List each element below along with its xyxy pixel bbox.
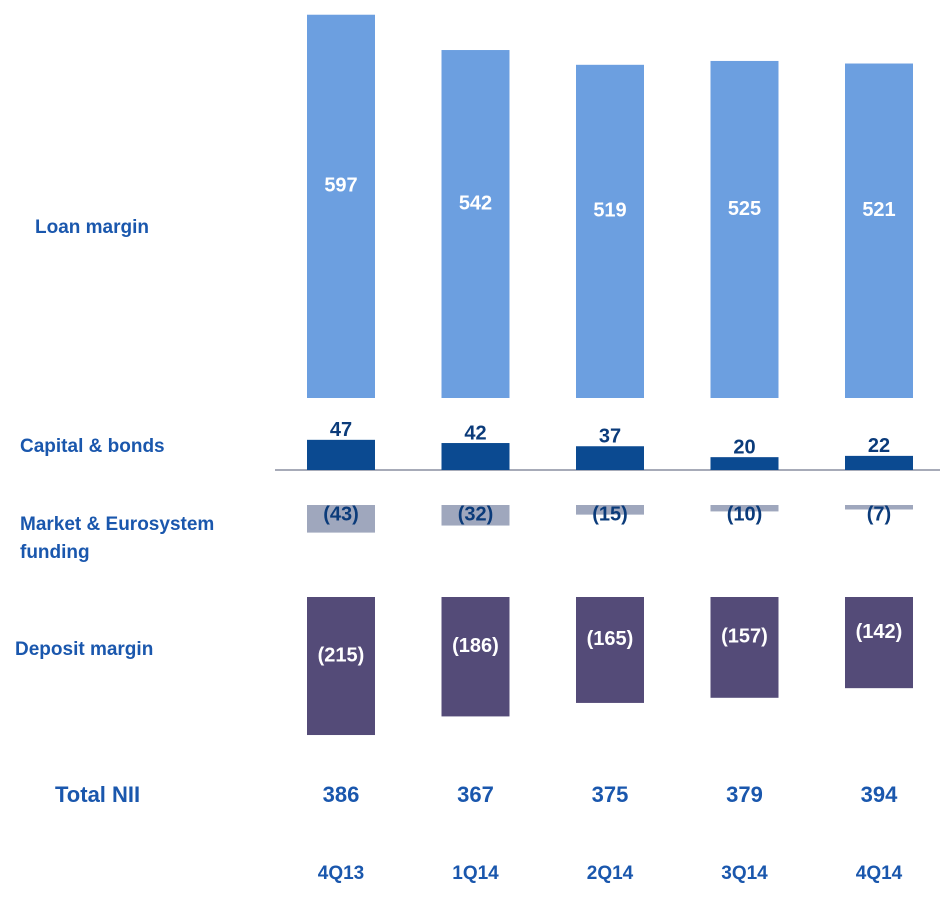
- x-tick-label: 2Q14: [587, 863, 634, 884]
- total-value: 379: [726, 782, 763, 807]
- bar: [576, 64, 644, 398]
- bar: [845, 63, 913, 398]
- value-label: 37: [599, 426, 621, 448]
- x-tick-label: 3Q14: [721, 863, 768, 884]
- x-tick-label: 4Q14: [856, 863, 903, 884]
- bar: [307, 14, 375, 398]
- total-label: Total NII: [55, 782, 140, 807]
- bar: [441, 443, 510, 470]
- total-value: 386: [323, 782, 360, 807]
- series-label: Market & Eurosystem funding: [20, 514, 214, 563]
- bar: [710, 60, 779, 398]
- bar: [710, 505, 779, 512]
- bar: [845, 505, 913, 510]
- value-label: (142): [856, 621, 903, 643]
- bar: [576, 597, 644, 703]
- value-label: 542: [459, 192, 492, 214]
- bar: [307, 505, 375, 533]
- value-label: 521: [862, 199, 895, 221]
- bar: [576, 505, 644, 515]
- value-label: (32): [458, 503, 494, 525]
- bar: [845, 597, 913, 689]
- bar: [576, 446, 644, 470]
- value-label: (157): [721, 626, 768, 648]
- value-label: (43): [323, 503, 359, 525]
- value-label: (165): [587, 628, 634, 650]
- bar: [441, 597, 510, 717]
- x-tick-label: 1Q14: [452, 863, 499, 884]
- series-label: Loan margin: [35, 217, 149, 238]
- value-label: 525: [728, 198, 761, 220]
- value-label: (10): [727, 503, 763, 525]
- value-label: 20: [733, 436, 755, 458]
- value-label: 22: [868, 435, 890, 457]
- bar: [710, 457, 779, 470]
- total-value: 394: [861, 782, 898, 807]
- bar: [307, 597, 375, 736]
- total-value: 367: [457, 782, 494, 807]
- bar: [307, 439, 375, 470]
- value-label: (215): [318, 644, 365, 666]
- value-label: (186): [452, 635, 499, 657]
- bar: [710, 597, 779, 698]
- series-label: Deposit margin: [15, 639, 153, 660]
- series-label: Capital & bonds: [20, 436, 165, 457]
- value-label: (7): [867, 503, 891, 525]
- bar: [441, 50, 510, 398]
- x-tick-label: 4Q13: [318, 863, 364, 884]
- value-label: 597: [324, 175, 357, 197]
- value-label: 42: [464, 422, 486, 444]
- bar: [441, 505, 510, 526]
- value-label: 519: [593, 200, 626, 222]
- total-value: 375: [592, 782, 629, 807]
- bar: [845, 455, 913, 470]
- value-label: 47: [330, 419, 352, 441]
- value-label: (15): [592, 503, 628, 525]
